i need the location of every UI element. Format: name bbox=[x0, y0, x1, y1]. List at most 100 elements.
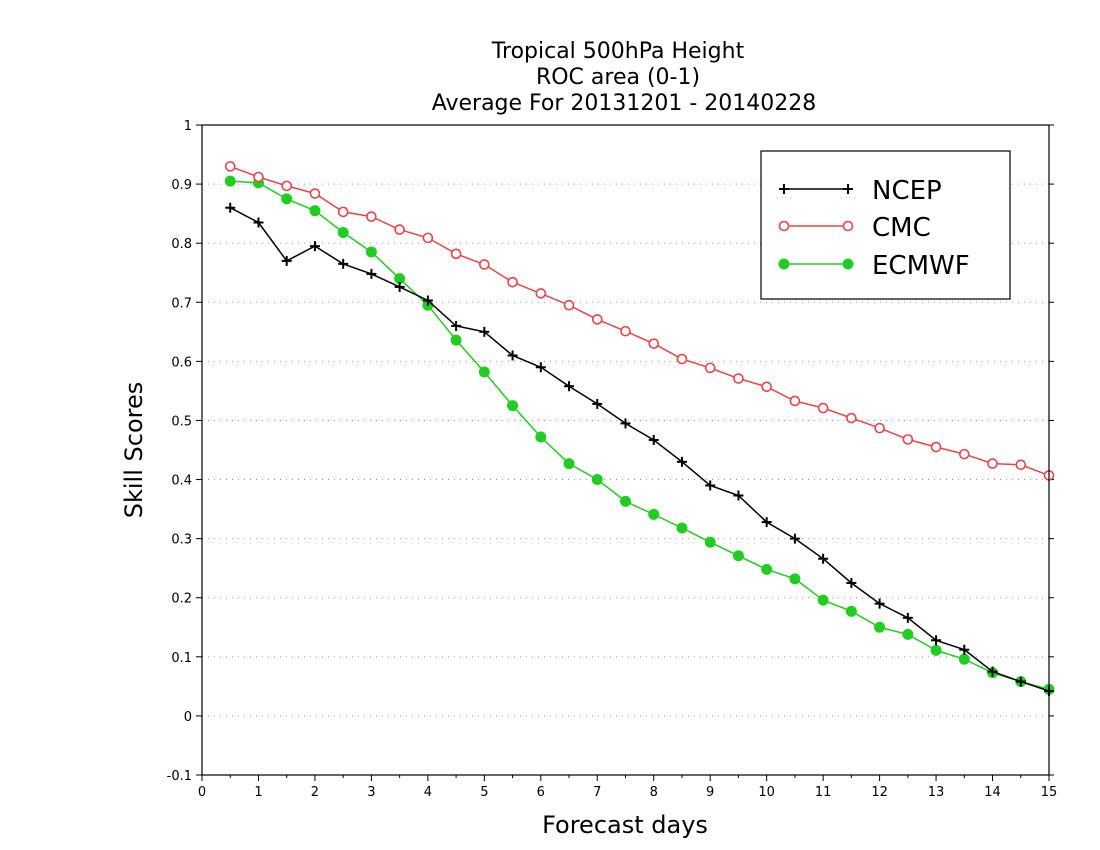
x-tick-label: 4 bbox=[424, 785, 432, 800]
data-point-ecmwf bbox=[337, 227, 349, 239]
data-point-ecmwf bbox=[224, 175, 236, 187]
data-point-ecmwf bbox=[450, 334, 462, 346]
series-ncep bbox=[225, 202, 1054, 697]
series-line-ncep bbox=[229, 207, 1050, 692]
data-point-ncep bbox=[535, 362, 546, 373]
legend-label-ncep: NCEP bbox=[872, 176, 942, 206]
data-point-ncep bbox=[987, 666, 998, 677]
x-tick-label: 13 bbox=[928, 785, 945, 800]
data-point-cmc bbox=[591, 314, 603, 325]
x-tick-label: 0 bbox=[198, 785, 206, 800]
data-point-ecmwf bbox=[535, 431, 547, 443]
data-point-cmc bbox=[902, 434, 914, 445]
data-point-ncep bbox=[338, 258, 349, 269]
chart-title: Tropical 500hPa Height ROC area (0-1) Av… bbox=[432, 39, 817, 116]
data-point-ncep bbox=[366, 268, 377, 279]
data-point-ecmwf bbox=[507, 400, 519, 412]
data-point-cmc bbox=[648, 338, 660, 349]
data-point-cmc bbox=[281, 180, 293, 192]
data-point-ecmwf bbox=[563, 458, 575, 470]
x-axis-title: Forecast days bbox=[542, 811, 708, 839]
x-tick-label: 10 bbox=[758, 785, 775, 800]
data-point-ecmwf bbox=[732, 550, 744, 562]
data-point-ecmwf bbox=[761, 563, 773, 575]
data-point-cmc bbox=[366, 211, 377, 222]
data-point-cmc bbox=[253, 171, 264, 183]
legend-item-ecmwf: ECMWF bbox=[778, 251, 970, 281]
data-point-cmc bbox=[733, 373, 744, 384]
x-tick-label: 11 bbox=[815, 785, 832, 800]
data-point-ecmwf bbox=[930, 644, 942, 656]
data-point-ncep bbox=[789, 533, 800, 544]
legend-label-ecmwf: ECMWF bbox=[872, 251, 970, 281]
x-tick-label: 7 bbox=[593, 785, 601, 800]
title-line-3: Average For 20131201 - 20140228 bbox=[432, 91, 817, 116]
y-tick-label: 0.3 bbox=[171, 533, 192, 548]
data-point-cmc bbox=[846, 412, 857, 424]
legend-marker-cmc bbox=[778, 220, 790, 232]
y-tick-label: 0.9 bbox=[171, 178, 192, 193]
data-point-ncep bbox=[620, 418, 631, 429]
data-point-ncep bbox=[592, 398, 603, 409]
data-point-ecmwf bbox=[591, 474, 603, 486]
data-point-ecmwf bbox=[958, 653, 970, 665]
y-tick-label: 0.5 bbox=[171, 414, 192, 429]
x-tick-label: 6 bbox=[537, 785, 545, 800]
data-point-cmc bbox=[817, 402, 829, 414]
legend-marker-ncep bbox=[843, 184, 853, 194]
data-point-ncep bbox=[479, 326, 490, 337]
data-point-cmc bbox=[309, 188, 321, 199]
x-tick-label: 3 bbox=[367, 785, 375, 800]
x-tick-label: 14 bbox=[984, 785, 1001, 800]
data-point-ncep bbox=[761, 517, 772, 528]
legend-item-cmc: CMC bbox=[778, 213, 931, 243]
legend-marker-ecmwf bbox=[778, 258, 790, 270]
plot-area-frame bbox=[201, 124, 1050, 776]
data-point-cmc bbox=[563, 299, 575, 311]
data-point-ecmwf bbox=[620, 495, 631, 507]
data-point-ncep bbox=[451, 320, 462, 331]
data-point-ecmwf bbox=[817, 594, 829, 606]
y-tick-label: 1 bbox=[184, 119, 192, 134]
data-point-ncep bbox=[676, 456, 687, 467]
axis-ticks: -0.100.10.20.30.40.50.60.70.80.910 1 2 3 4 5 6… bbox=[167, 119, 1058, 800]
data-point-ncep bbox=[309, 241, 320, 252]
data-point-ecmwf bbox=[676, 522, 688, 534]
data-point-ecmwf bbox=[478, 366, 490, 378]
data-point-ecmwf bbox=[309, 205, 321, 217]
data-point-cmc bbox=[987, 458, 998, 469]
data-point-ncep bbox=[564, 381, 575, 392]
data-point-cmc bbox=[394, 224, 405, 235]
x-tick-label: 9 bbox=[706, 785, 714, 800]
data-point-cmc bbox=[704, 362, 716, 374]
x-tick-label: 1 bbox=[254, 785, 262, 800]
title-line-2: ROC area (0-1) bbox=[536, 65, 700, 90]
data-point-cmc bbox=[224, 161, 236, 172]
series-cmc bbox=[224, 161, 1055, 481]
x-tick-label: 5 bbox=[480, 785, 488, 800]
data-point-cmc bbox=[507, 276, 518, 288]
legend-marker-ecmwf bbox=[842, 258, 854, 270]
data-point-cmc bbox=[479, 259, 490, 270]
title-line-1: Tropical 500hPa Height bbox=[491, 39, 745, 64]
data-point-ncep bbox=[648, 434, 659, 445]
data-point-ecmwf bbox=[789, 573, 801, 585]
data-point-cmc bbox=[450, 248, 462, 260]
series-layer bbox=[224, 161, 1055, 697]
data-point-ncep bbox=[422, 295, 433, 306]
y-tick-label: 0.7 bbox=[171, 296, 192, 311]
y-tick-label: 0.6 bbox=[171, 355, 192, 370]
data-point-ncep bbox=[705, 480, 716, 491]
data-point-ecmwf bbox=[365, 246, 377, 258]
data-point-ncep bbox=[225, 202, 236, 213]
y-tick-label: 0.8 bbox=[171, 237, 192, 252]
y-tick-label: 0.1 bbox=[171, 651, 192, 666]
data-point-cmc bbox=[535, 288, 547, 299]
data-point-cmc bbox=[789, 395, 801, 407]
x-tick-label: 15 bbox=[1041, 785, 1058, 800]
legend-item-ncep: NCEP bbox=[779, 176, 942, 206]
x-tick-label: 12 bbox=[871, 785, 888, 800]
data-point-ecmwf bbox=[281, 193, 293, 205]
data-point-cmc bbox=[422, 232, 434, 244]
